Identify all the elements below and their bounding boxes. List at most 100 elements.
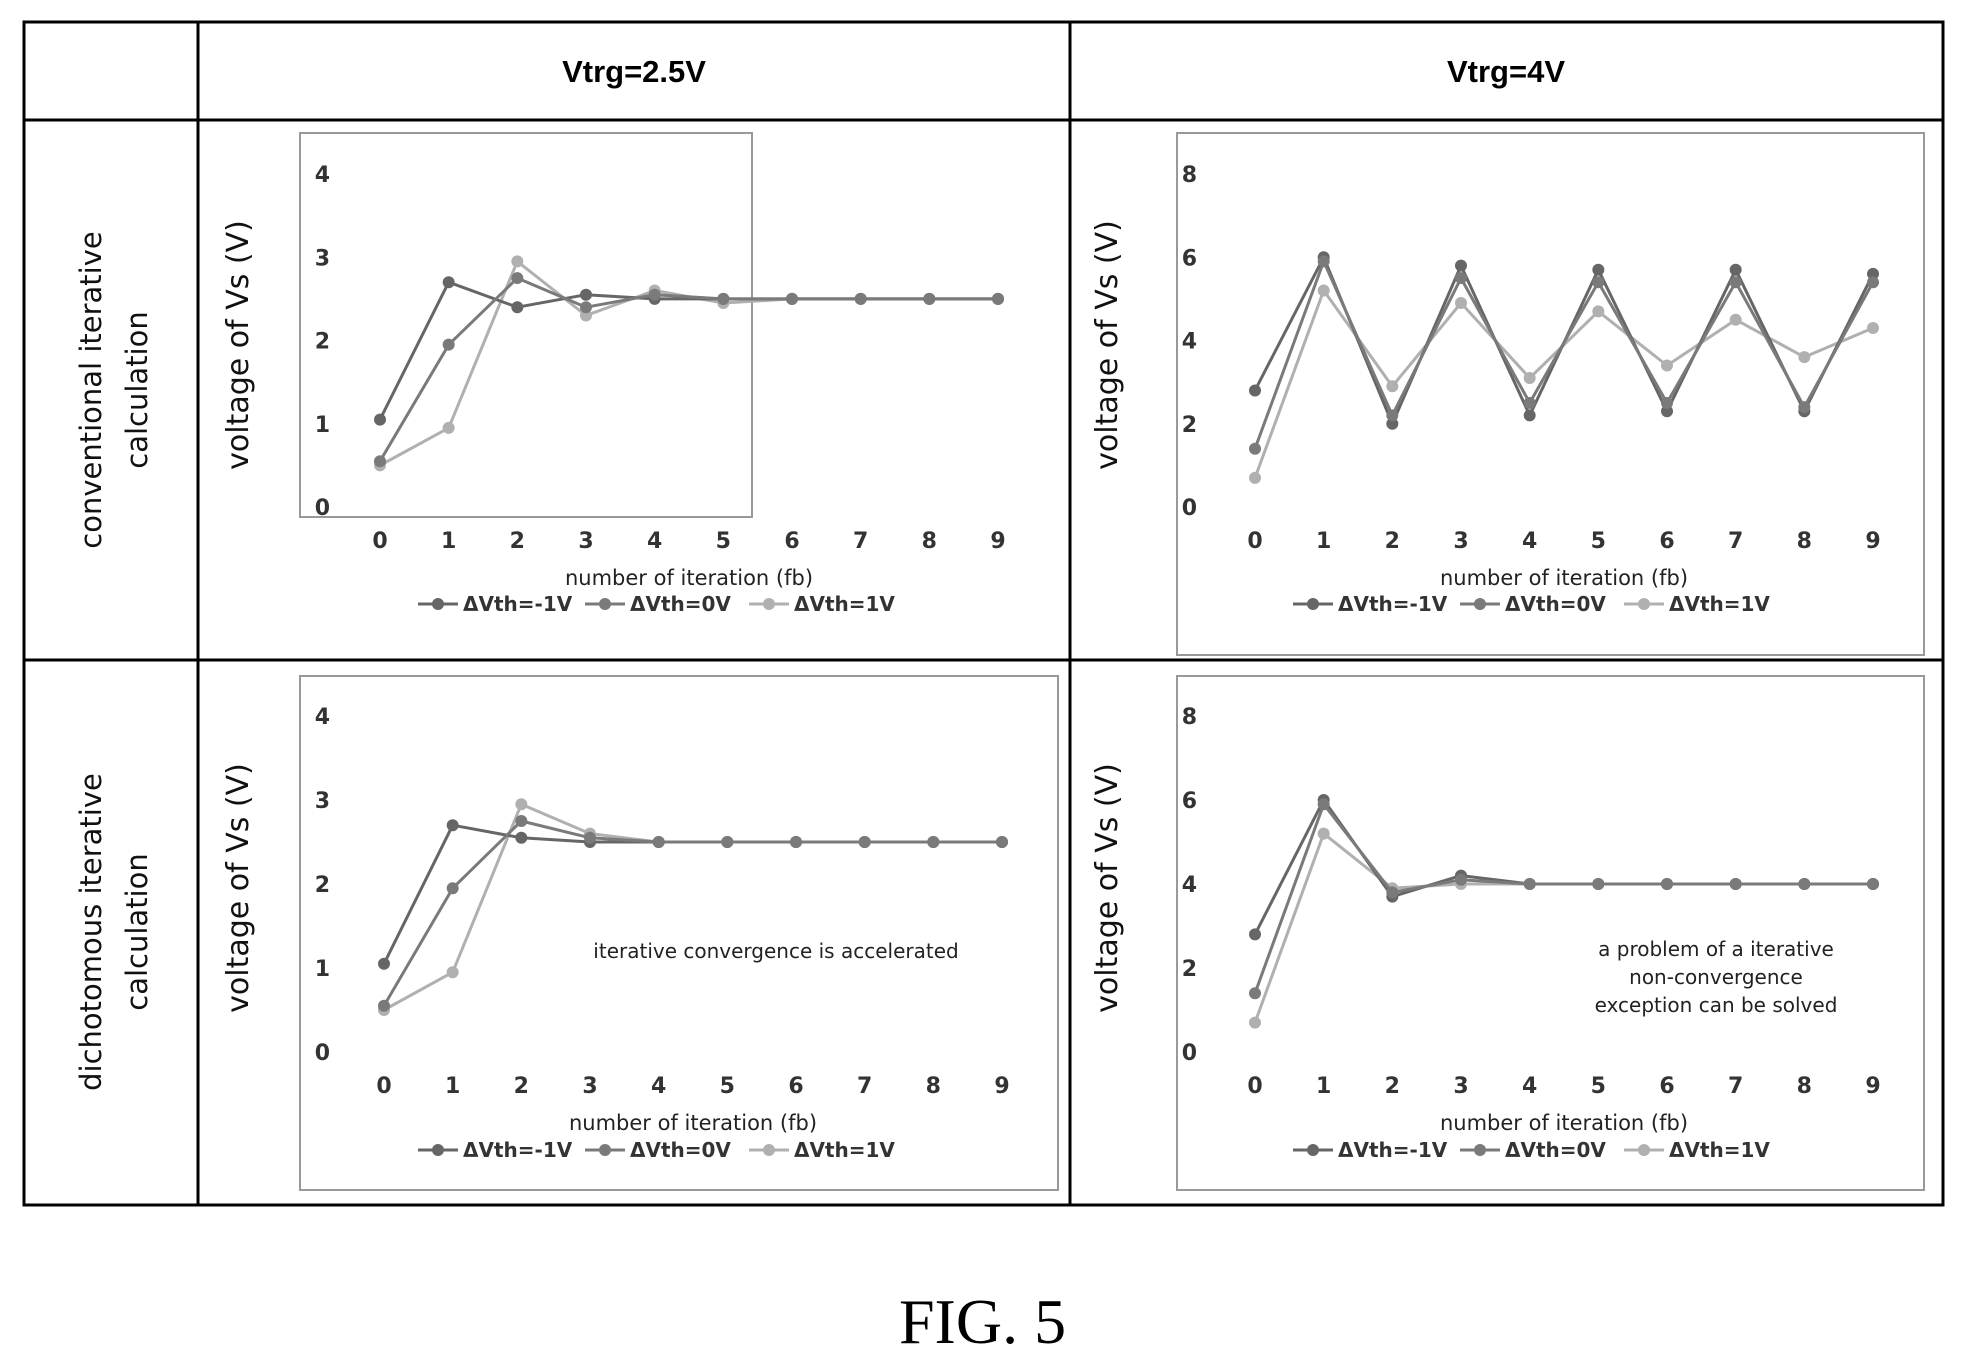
x-tick-label: 5 (720, 1074, 735, 1099)
data-point (442, 338, 455, 351)
y-tick-label: 0 (315, 496, 330, 521)
data-point (1729, 276, 1742, 289)
x-tick-label: 6 (1659, 1074, 1674, 1099)
x-axis-label: number of iteration (fb) (1440, 1111, 1688, 1135)
x-tick-label: 3 (578, 529, 593, 554)
y-tick-label: 4 (315, 163, 330, 188)
data-point (1317, 284, 1330, 297)
legend-label: ΔVth=0V (1505, 1138, 1606, 1162)
data-point (992, 292, 1004, 305)
data-point (511, 255, 524, 268)
data-point (1867, 878, 1879, 890)
y-tick-label: 0 (1182, 496, 1197, 521)
x-axis-label: number of iteration (fb) (569, 1111, 817, 1135)
x-tick-label: 8 (1797, 1074, 1812, 1099)
x-tick-label: 3 (582, 1074, 597, 1099)
y-tick-label: 8 (1182, 163, 1197, 188)
figure-caption: FIG. 5 (898, 1286, 1067, 1357)
data-point (858, 836, 871, 848)
x-tick-label: 4 (647, 529, 662, 554)
series-line (382, 819, 1002, 1007)
series-line (378, 276, 998, 462)
chart-dichotomous-vtrg-4v: voltage of Vs (V) 0 2 4 6 8 0 1 2 3 4 5 6 7 8 9 number o… (1090, 675, 1925, 1191)
legend-label: ΔVth=-1V (1338, 592, 1448, 616)
data-point (1386, 380, 1399, 393)
data-point (927, 836, 940, 848)
y-tick-label: 2 (1182, 413, 1197, 438)
data-point (1729, 313, 1742, 326)
data-point (1455, 297, 1467, 310)
y-tick-label: 1 (315, 413, 330, 438)
x-tick-label: 6 (784, 529, 799, 554)
legend-swatch-marker (599, 598, 611, 610)
x-tick-label: 2 (514, 1074, 529, 1099)
plot-frame (1176, 675, 1925, 1191)
data-point (1523, 409, 1536, 422)
table-frame (22, 20, 1945, 1207)
legend-label: ΔVth=-1V (463, 592, 573, 616)
x-axis-label: number of iteration (fb) (1440, 566, 1688, 590)
data-point (1455, 259, 1467, 272)
x-tick-label: 7 (857, 1074, 872, 1099)
data-point (996, 836, 1008, 848)
data-point (584, 831, 596, 844)
legend-label: ΔVth=-1V (1338, 1138, 1448, 1162)
y-tick-label: 2 (315, 873, 330, 898)
data-point (1317, 827, 1330, 840)
data-point (1592, 276, 1605, 289)
legend-label: ΔVth=1V (794, 1138, 895, 1162)
x-tick-label: 6 (1659, 529, 1674, 554)
y-tick-label: 4 (1182, 873, 1197, 898)
data-point (786, 292, 798, 305)
legend-swatch-marker (763, 598, 775, 610)
x-tick-label: 2 (1385, 529, 1400, 554)
data-point (648, 288, 661, 301)
data-point (1249, 1016, 1261, 1029)
x-tick-label: 1 (1316, 1074, 1331, 1099)
plot-frame (1176, 132, 1925, 656)
data-point (442, 276, 455, 289)
legend-label: ΔVth=0V (630, 592, 731, 616)
legend-swatch-marker (1474, 1144, 1486, 1156)
series-line (1253, 802, 1873, 994)
data-point (1523, 371, 1536, 384)
data-point (1661, 396, 1673, 409)
series-line (1253, 798, 1873, 936)
x-tick-label: 5 (1591, 529, 1606, 554)
x-tick-label: 8 (926, 1074, 941, 1099)
y-axis-label: voltage of Vs (V) (221, 763, 256, 1013)
legend-label: ΔVth=0V (630, 1138, 731, 1162)
row-header-conventional-line-2: calculation (120, 311, 154, 468)
row-header-dichotomous: dichotomous iterative calculation (74, 773, 154, 1091)
plot-frame (299, 132, 753, 518)
x-tick-label: 9 (1865, 1074, 1880, 1099)
legend-label: ΔVth=1V (794, 592, 895, 616)
y-tick-label: 2 (1182, 957, 1197, 982)
figure-table: Vtrg=2.5V Vtrg=4V conventional iterative… (22, 20, 1945, 1207)
x-tick-label: 7 (1728, 529, 1743, 554)
data-point (1729, 878, 1742, 890)
data-point (378, 957, 390, 970)
legend-swatch-marker (599, 1144, 611, 1156)
legend-label: ΔVth=-1V (463, 1138, 573, 1162)
legend-label: ΔVth=1V (1669, 1138, 1770, 1162)
y-tick-label: 3 (315, 246, 330, 271)
y-tick-label: 8 (1182, 705, 1197, 730)
x-tick-label: 7 (853, 529, 868, 554)
data-point (442, 421, 455, 434)
data-point (511, 301, 524, 314)
x-tick-label: 1 (445, 1074, 460, 1099)
row-header-dichotomous-line-2: calculation (120, 853, 154, 1010)
legend-swatch-marker (1474, 598, 1486, 610)
y-tick-label: 6 (1182, 789, 1197, 814)
x-tick-label: 4 (651, 1074, 666, 1099)
data-point (1386, 886, 1399, 899)
y-tick-label: 0 (315, 1041, 330, 1066)
data-point (1249, 928, 1261, 941)
data-point (1867, 276, 1879, 289)
legend-swatch-marker (1638, 598, 1650, 610)
data-point (717, 292, 730, 305)
data-point (1386, 417, 1399, 430)
series-line (1253, 259, 1875, 450)
y-tick-label: 4 (315, 705, 330, 730)
